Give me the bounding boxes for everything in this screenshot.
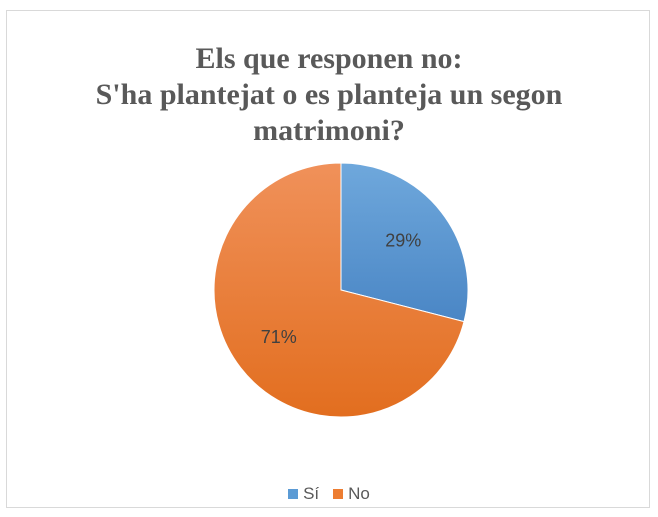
legend-label-no: No <box>348 484 370 503</box>
legend-swatch-no <box>333 489 344 499</box>
data-label-si: 29% <box>385 230 421 250</box>
chart-title-line-3: matrimoni? <box>253 114 405 147</box>
chart-frame: Els que responen no: S'ha plantejat o es… <box>6 10 650 508</box>
chart-title-line-1: Els que responen no: <box>195 42 463 75</box>
chart-title: Els que responen no: S'ha plantejat o es… <box>7 41 651 149</box>
chart-title-line-2: S'ha plantejat o es planteja un segon <box>95 78 563 111</box>
legend-item-no: No <box>333 484 370 504</box>
legend-item-si: Sí <box>288 484 319 504</box>
data-label-no: 71% <box>261 327 297 347</box>
legend-label-si: Sí <box>303 484 320 503</box>
chart-legend: Sí No <box>7 484 651 504</box>
pie-slice-si <box>340 162 469 323</box>
legend-swatch-si <box>288 489 299 499</box>
pie-chart: 29% 71% <box>213 162 469 418</box>
pie-slice-no <box>213 162 465 418</box>
